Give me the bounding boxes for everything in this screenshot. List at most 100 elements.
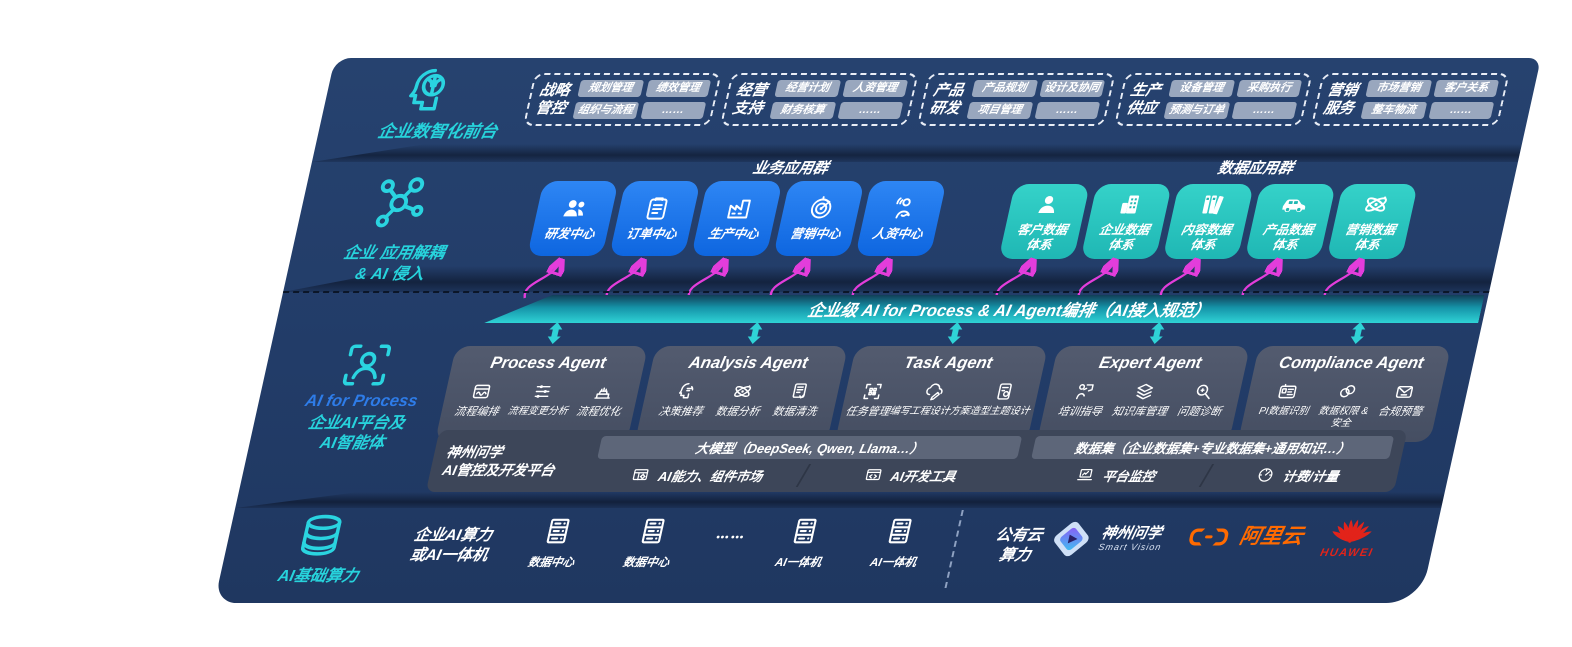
agent-item: 流程变更分析 xyxy=(506,381,574,419)
business-app-card: 研发中心 xyxy=(527,181,619,256)
platform-left-chips: AI能力、组件市场 AI开发工具 xyxy=(591,463,1016,487)
dataset-bar: 数据集（企业数据集+专业数据集+通用知识…） xyxy=(1031,435,1395,459)
front-office-chip: 设备管理 xyxy=(1168,80,1235,98)
front-office-group-chips: 设备管理 采购执行 预测与订单…… xyxy=(1163,80,1303,120)
infra-node: 数据中心 xyxy=(509,516,601,570)
agent-item: 决策推荐 xyxy=(657,381,709,419)
building-icon xyxy=(1114,191,1147,218)
front-office-chip: 采购执行 xyxy=(1235,80,1303,98)
dots-icon xyxy=(707,524,753,550)
platform-chip-label: 平台监控 xyxy=(1101,468,1157,484)
front-office-chip: …… xyxy=(1427,102,1495,120)
platform-chip: 平台监控 xyxy=(1026,466,1206,485)
front-office-chip: 人资管理 xyxy=(841,80,909,98)
team-icon xyxy=(559,195,592,222)
infra-node: AI一体机 xyxy=(851,516,943,570)
front-office-group-name: 经营 支持 xyxy=(730,81,769,117)
sliders-icon xyxy=(529,381,555,402)
agent-item-label: 决策推荐 xyxy=(657,406,704,418)
server-icon xyxy=(787,516,824,546)
front-office-group: 生产 供应 设备管理 采购执行 预测与订单…… xyxy=(1113,73,1313,127)
app-card-label: 营销中心 xyxy=(788,227,842,242)
person-wave-icon xyxy=(887,195,920,222)
public-cloud-label: 公有云 算力 xyxy=(993,527,1045,565)
data-apps-title: 数据应用群 xyxy=(1216,160,1295,177)
flow-arrow xyxy=(687,263,724,299)
front-office-chip: 产品规划 xyxy=(971,80,1038,98)
front-office-groups: 战略 管控 规划管理 绩效管理 组织与流程…… 经营 支持 经营计划 人资管理 财务核算… xyxy=(522,73,1510,127)
data-app-card: 客户数据 体系 xyxy=(998,184,1091,259)
front-office-chip: …… xyxy=(1230,102,1298,120)
app-card-label: 生产中心 xyxy=(706,227,760,242)
front-office-chip: 客户关系 xyxy=(1432,80,1500,98)
front-office-group-chips: 规划管理 绩效管理 组织与流程…… xyxy=(572,80,712,120)
car-icon xyxy=(1278,191,1311,218)
agent-title: Expert Agent xyxy=(1097,354,1204,372)
agent-item: 培训指导 xyxy=(1056,381,1108,419)
agent-item: 任务管理 xyxy=(844,381,896,419)
agent-item-label: 数据权限 & 安全 xyxy=(1317,406,1370,429)
front-office-group-name: 战略 管控 xyxy=(533,81,572,117)
agent-item: 数据清洗 xyxy=(771,381,823,419)
front-office-chip: 设计及协同 xyxy=(1038,80,1106,98)
agent-title: Analysis Agent xyxy=(687,354,810,372)
infra-node-label: 数据中心 xyxy=(621,557,671,569)
bus-agent-arrow-icon xyxy=(1147,322,1168,344)
infra-node: AI一体机 xyxy=(756,516,848,570)
ai-bus-bar: 企业级 AI for Process & AI Agent编排（AI接入规范） xyxy=(484,295,1484,323)
agent-item-label: 数据分析 xyxy=(714,406,761,418)
data-app-card: 内容数据 体系 xyxy=(1162,184,1255,259)
database-icon xyxy=(290,512,351,562)
business-app-card: 生产中心 xyxy=(691,181,783,256)
agent-card: Analysis Agent 决策推荐 数据分析 数据清洗 xyxy=(634,346,849,442)
bus-agent-arrow-icon xyxy=(545,322,566,344)
flow-arrows xyxy=(523,256,1497,299)
front-office-chip: 整车物流 xyxy=(1360,102,1427,120)
front-office-chip: 经营计划 xyxy=(774,80,841,98)
front-office-group-chips: 经营计划 人资管理 财务核算…… xyxy=(769,80,909,120)
agent-card: Process Agent 流程编排 流程变更分析 流程优化 xyxy=(434,346,649,442)
target-icon xyxy=(805,195,838,222)
agent-cards: Process Agent 流程编排 流程变更分析 流程优化 Analysis … xyxy=(249,346,1477,444)
diagnose-icon xyxy=(1191,381,1217,402)
agent-item: 问题诊断 xyxy=(1176,381,1228,419)
bus-agent-arrow-icon xyxy=(945,322,966,344)
business-app-card: 营销中心 xyxy=(773,181,865,256)
platform-right-chips: 平台监控 计费/计量 xyxy=(1025,463,1388,487)
flow-arrow xyxy=(1241,263,1278,299)
dataset-group: 数据集（企业数据集+专业数据集+通用知识…） 平台监控 计费/计量 xyxy=(1025,435,1395,487)
flow-arrow xyxy=(605,263,642,299)
agent-item: 数据分析 xyxy=(714,381,766,419)
agent-item: PI数据识别 xyxy=(1255,381,1315,429)
front-office-chip: 项目管理 xyxy=(966,102,1033,120)
model-bar: 大模型（DeepSeek, Qwen, Llama…） xyxy=(597,435,1023,459)
infra-node-label: AI一体机 xyxy=(868,557,918,569)
layers-icon xyxy=(1131,381,1157,402)
agent-item-label: 流程编排 xyxy=(453,406,500,418)
platform-chip: AI能力、组件市场 xyxy=(591,466,802,485)
doc-clean-icon xyxy=(786,381,812,402)
app-card-label: 企业数据 体系 xyxy=(1097,223,1151,252)
person-icon xyxy=(1032,191,1065,218)
agent-item: 造型主题设计 xyxy=(968,381,1036,419)
platform-chip-label: AI开发工具 xyxy=(889,468,958,484)
business-app-cards: 研发中心 订单中心 生产中心 营销中心 人资中心 xyxy=(527,181,947,256)
platform-chip-label: AI能力、组件市场 xyxy=(656,468,765,484)
agent-item: 数据权限 & 安全 xyxy=(1315,381,1375,429)
agent-item: 流程优化 xyxy=(575,381,627,419)
front-office-label: 企业数智化前台 xyxy=(376,122,500,141)
front-office-chip: …… xyxy=(836,102,904,120)
front-office-chip: …… xyxy=(639,102,707,120)
agent-item-label: 知识库管理 xyxy=(1110,406,1169,418)
front-office-group-chips: 市场营销 客户关系 整车物流…… xyxy=(1360,80,1500,120)
front-office-chip: 市场营销 xyxy=(1365,80,1432,98)
model-group: 大模型（DeepSeek, Qwen, Llama…） AI能力、组件市场 AI… xyxy=(591,435,1023,487)
front-office-group-name: 生产 供应 xyxy=(1124,81,1163,117)
data-app-card: 营销数据 体系 xyxy=(1326,184,1419,259)
agent-items: 培训指导 知识库管理 问题诊断 xyxy=(1042,381,1242,419)
front-office-group-chips: 产品规划 设计及协同 项目管理…… xyxy=(966,80,1106,120)
infra-node-label: 数据中心 xyxy=(526,557,576,569)
bus-agent-arrow-icon xyxy=(745,322,766,344)
flow-arrow xyxy=(523,263,560,299)
agent-items: 决策推荐 数据分析 数据清洗 xyxy=(640,381,840,419)
